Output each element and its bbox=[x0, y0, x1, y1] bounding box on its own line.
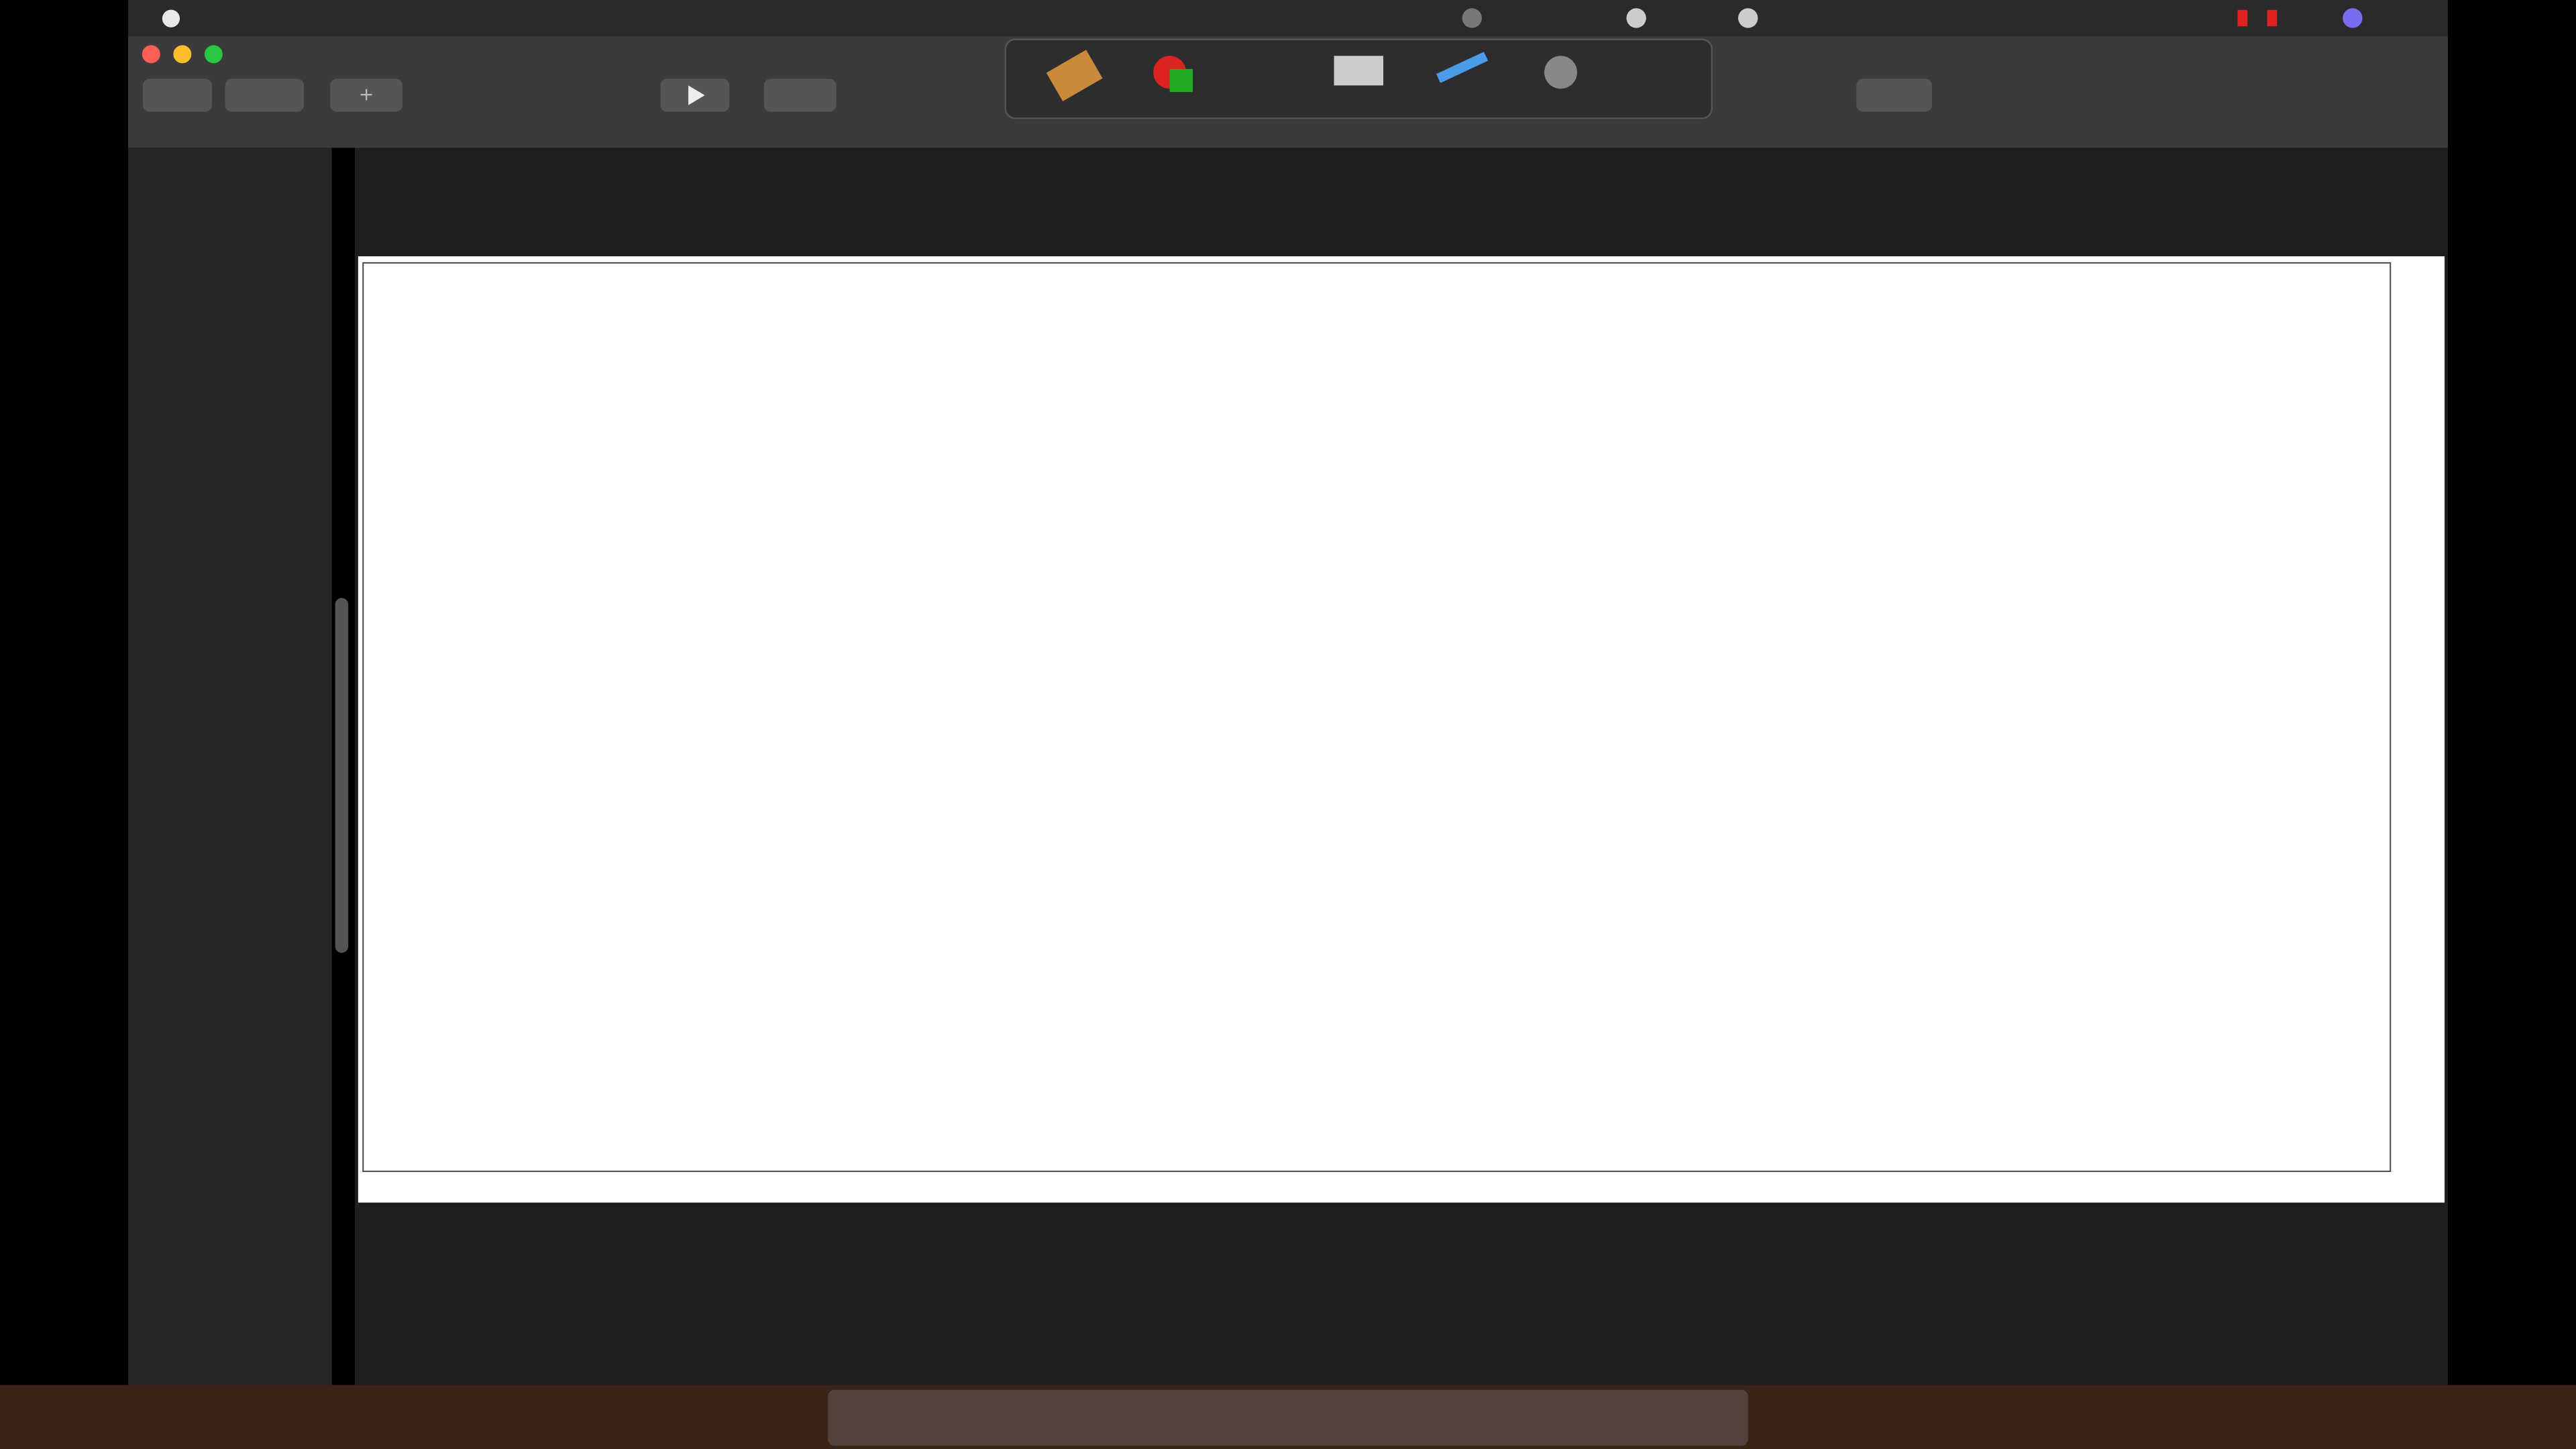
settings-tool[interactable] bbox=[1544, 56, 1578, 89]
play-icon bbox=[688, 85, 705, 105]
add-slide-button[interactable] bbox=[330, 78, 402, 112]
menu-bar bbox=[128, 0, 2448, 36]
badge-icon[interactable] bbox=[1738, 8, 1758, 28]
pen-tool[interactable] bbox=[1436, 52, 1489, 83]
chart-frame bbox=[362, 262, 2392, 1173]
zoom-button[interactable] bbox=[204, 45, 223, 64]
notification-icon[interactable] bbox=[1626, 8, 1646, 28]
close-button[interactable] bbox=[142, 45, 160, 64]
slide-navigator bbox=[128, 148, 332, 1385]
color-tool bbox=[1169, 68, 1193, 93]
record-icon bbox=[2267, 9, 2277, 27]
plus-icon: + bbox=[359, 85, 374, 105]
pencil-tool[interactable] bbox=[1046, 50, 1103, 102]
dock bbox=[828, 1389, 1748, 1446]
apple-icon[interactable]: ● bbox=[161, 3, 181, 30]
record-icon bbox=[2237, 9, 2248, 27]
collaborate-button[interactable] bbox=[1856, 78, 1932, 112]
scrollbar[interactable] bbox=[335, 598, 349, 953]
live-button[interactable] bbox=[763, 78, 837, 112]
minimize-button[interactable] bbox=[173, 45, 192, 64]
shape-tool[interactable] bbox=[1334, 56, 1384, 86]
user-icon[interactable] bbox=[2343, 8, 2363, 28]
slide bbox=[358, 256, 2445, 1203]
view-button[interactable] bbox=[143, 78, 212, 112]
status-icon[interactable] bbox=[1462, 8, 1482, 28]
zoom-select[interactable] bbox=[225, 78, 305, 112]
